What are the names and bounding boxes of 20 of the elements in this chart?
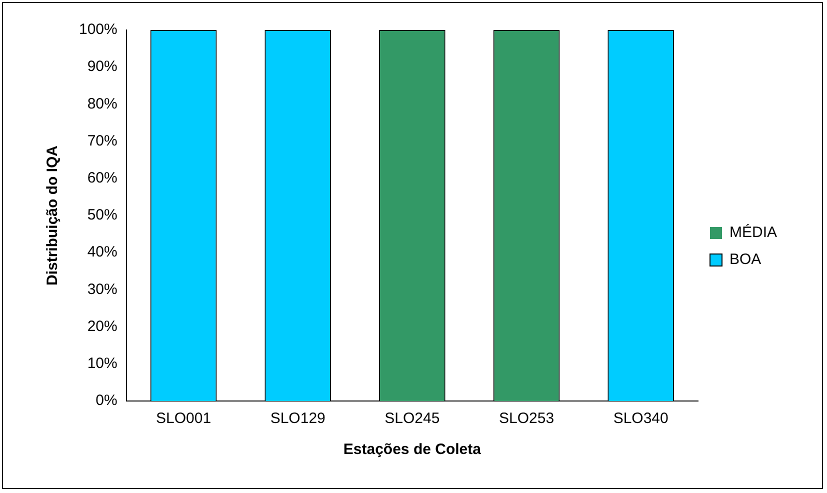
y-axis-title: Distribuição do IQA (44, 145, 62, 286)
x-tick-label: SLO245 (384, 410, 440, 428)
x-axis-title: Estações de Coleta (343, 441, 482, 458)
y-tick-label: 40% (87, 244, 118, 261)
y-tick-label: 90% (87, 58, 118, 76)
x-tick-label: SLO129 (270, 410, 326, 428)
y-tick-label: 80% (87, 95, 118, 112)
y-tick-label: 60% (87, 170, 118, 187)
x-tick-label: SLO001 (156, 410, 212, 428)
legend-label: MÉDIA (729, 223, 778, 242)
x-tick-label: SLO253 (498, 410, 554, 428)
y-tick-label: 10% (87, 355, 118, 372)
y-tick-label: 30% (87, 280, 118, 298)
legend-label: BOA (729, 251, 762, 268)
y-tick-label: 50% (87, 206, 118, 224)
x-tick-label: SLO340 (613, 410, 668, 428)
y-tick-label: 70% (87, 132, 118, 150)
y-tick-label: 20% (87, 318, 118, 335)
y-tick-label: 0% (96, 392, 118, 410)
y-tick-label: 100% (78, 21, 118, 38)
